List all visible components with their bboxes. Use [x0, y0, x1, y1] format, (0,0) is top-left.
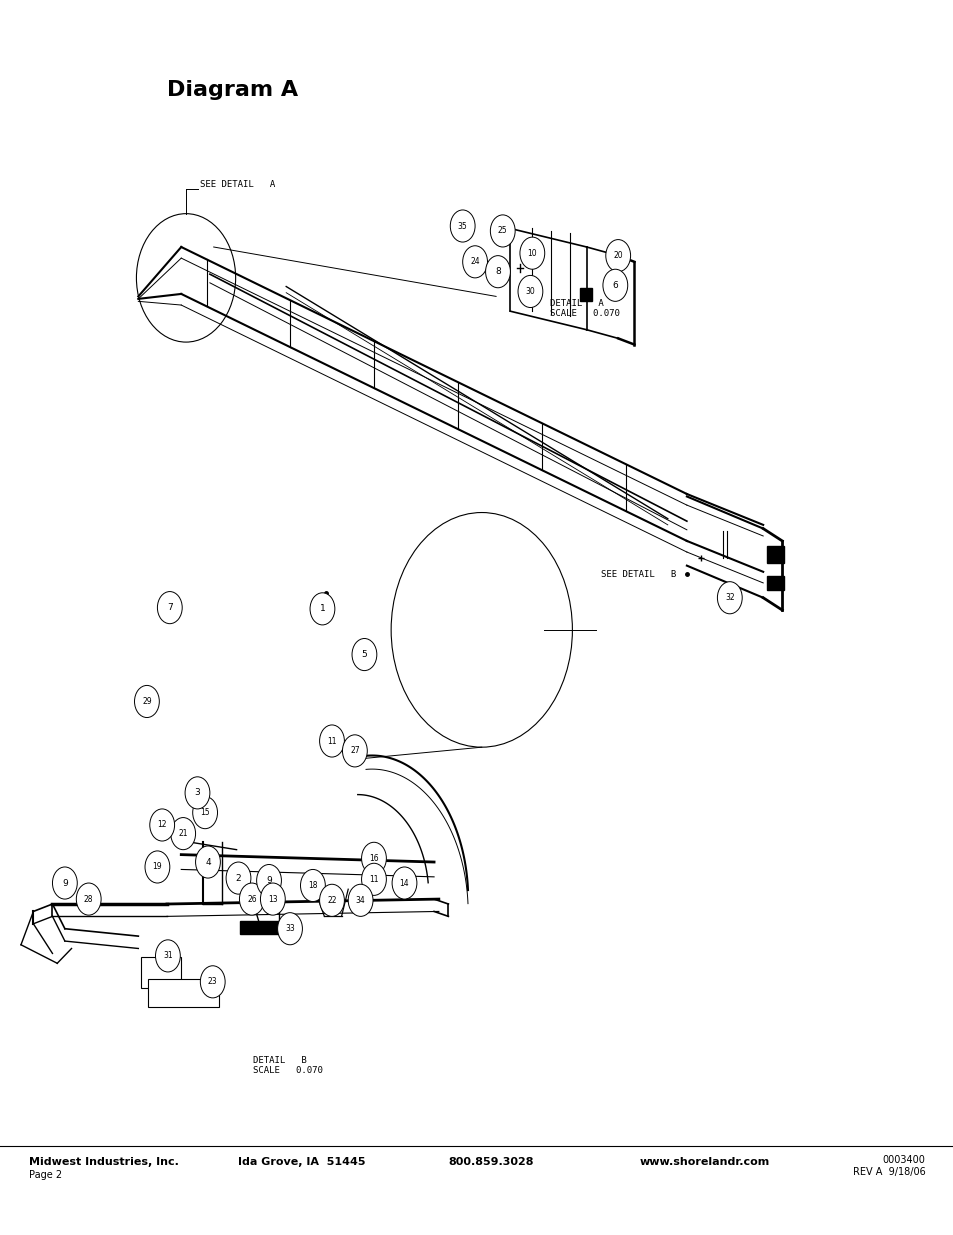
Circle shape [361, 863, 386, 895]
Text: 27: 27 [350, 746, 359, 756]
Bar [766, 546, 783, 563]
Circle shape [342, 735, 367, 767]
Text: Diagram A: Diagram A [167, 80, 297, 100]
Text: 1: 1 [319, 604, 325, 614]
Bar [141, 957, 181, 988]
Text: 33: 33 [285, 924, 294, 934]
Text: 0003400: 0003400 [882, 1155, 924, 1165]
Text: 8: 8 [495, 267, 500, 277]
Text: 9: 9 [62, 878, 68, 888]
Text: Page 2: Page 2 [29, 1170, 62, 1179]
Circle shape [450, 210, 475, 242]
Circle shape [300, 869, 325, 902]
Text: 9: 9 [266, 876, 272, 885]
Circle shape [519, 237, 544, 269]
Bar [766, 576, 783, 590]
Text: 12: 12 [157, 820, 167, 830]
Circle shape [195, 846, 220, 878]
Text: 29: 29 [142, 697, 152, 706]
Text: 22: 22 [327, 895, 336, 905]
Circle shape [256, 864, 281, 897]
Text: 20: 20 [613, 251, 622, 261]
Circle shape [361, 842, 386, 874]
Text: 28: 28 [84, 894, 93, 904]
Circle shape [76, 883, 101, 915]
Circle shape [517, 275, 542, 308]
Circle shape [134, 685, 159, 718]
Circle shape [157, 592, 182, 624]
Circle shape [193, 797, 217, 829]
Text: 16: 16 [369, 853, 378, 863]
Bar [579, 288, 592, 301]
Text: 24: 24 [470, 257, 479, 267]
Text: REV A  9/18/06: REV A 9/18/06 [852, 1167, 924, 1177]
Text: www.shorelandr.com: www.shorelandr.com [639, 1157, 769, 1167]
Circle shape [200, 966, 225, 998]
Text: 7: 7 [167, 603, 172, 613]
Circle shape [352, 638, 376, 671]
Circle shape [605, 240, 630, 272]
Circle shape [310, 593, 335, 625]
Text: 31: 31 [163, 951, 172, 961]
Text: DETAIL   A
SCALE   0.070: DETAIL A SCALE 0.070 [549, 299, 618, 319]
Text: 3: 3 [194, 788, 200, 798]
Text: Ida Grove, IA  51445: Ida Grove, IA 51445 [238, 1157, 366, 1167]
Text: 21: 21 [178, 829, 188, 839]
Text: 14: 14 [399, 878, 409, 888]
Circle shape [462, 246, 487, 278]
Text: 23: 23 [208, 977, 217, 987]
Circle shape [52, 867, 77, 899]
Circle shape [185, 777, 210, 809]
Text: SEE DETAIL   B: SEE DETAIL B [600, 569, 676, 579]
Circle shape [239, 883, 264, 915]
Text: 6: 6 [612, 280, 618, 290]
Text: 32: 32 [724, 593, 734, 603]
Text: 30: 30 [525, 287, 535, 296]
Circle shape [392, 867, 416, 899]
Circle shape [348, 884, 373, 916]
Circle shape [490, 215, 515, 247]
Text: 35: 35 [457, 221, 467, 231]
Text: 11: 11 [369, 874, 378, 884]
Text: 4: 4 [205, 857, 211, 867]
Circle shape [171, 818, 195, 850]
Circle shape [319, 725, 344, 757]
Circle shape [277, 913, 302, 945]
Text: SEE DETAIL   A: SEE DETAIL A [200, 180, 275, 189]
Text: 26: 26 [247, 894, 256, 904]
Text: 5: 5 [361, 650, 367, 659]
Circle shape [717, 582, 741, 614]
Bar [240, 921, 293, 934]
Circle shape [602, 269, 627, 301]
Text: 13: 13 [268, 894, 277, 904]
Bar [148, 979, 219, 1007]
Circle shape [145, 851, 170, 883]
Text: 10: 10 [527, 248, 537, 258]
Circle shape [260, 883, 285, 915]
Text: 15: 15 [200, 808, 210, 818]
Circle shape [319, 884, 344, 916]
Text: DETAIL   B
SCALE   0.070: DETAIL B SCALE 0.070 [253, 1056, 322, 1076]
Text: 18: 18 [308, 881, 317, 890]
Text: 34: 34 [355, 895, 365, 905]
Circle shape [485, 256, 510, 288]
Text: 19: 19 [152, 862, 162, 872]
Text: 11: 11 [327, 736, 336, 746]
Circle shape [150, 809, 174, 841]
Text: 25: 25 [497, 226, 507, 236]
Text: 2: 2 [235, 873, 241, 883]
Text: Midwest Industries, Inc.: Midwest Industries, Inc. [29, 1157, 178, 1167]
Circle shape [226, 862, 251, 894]
Circle shape [155, 940, 180, 972]
Text: 800.859.3028: 800.859.3028 [448, 1157, 534, 1167]
